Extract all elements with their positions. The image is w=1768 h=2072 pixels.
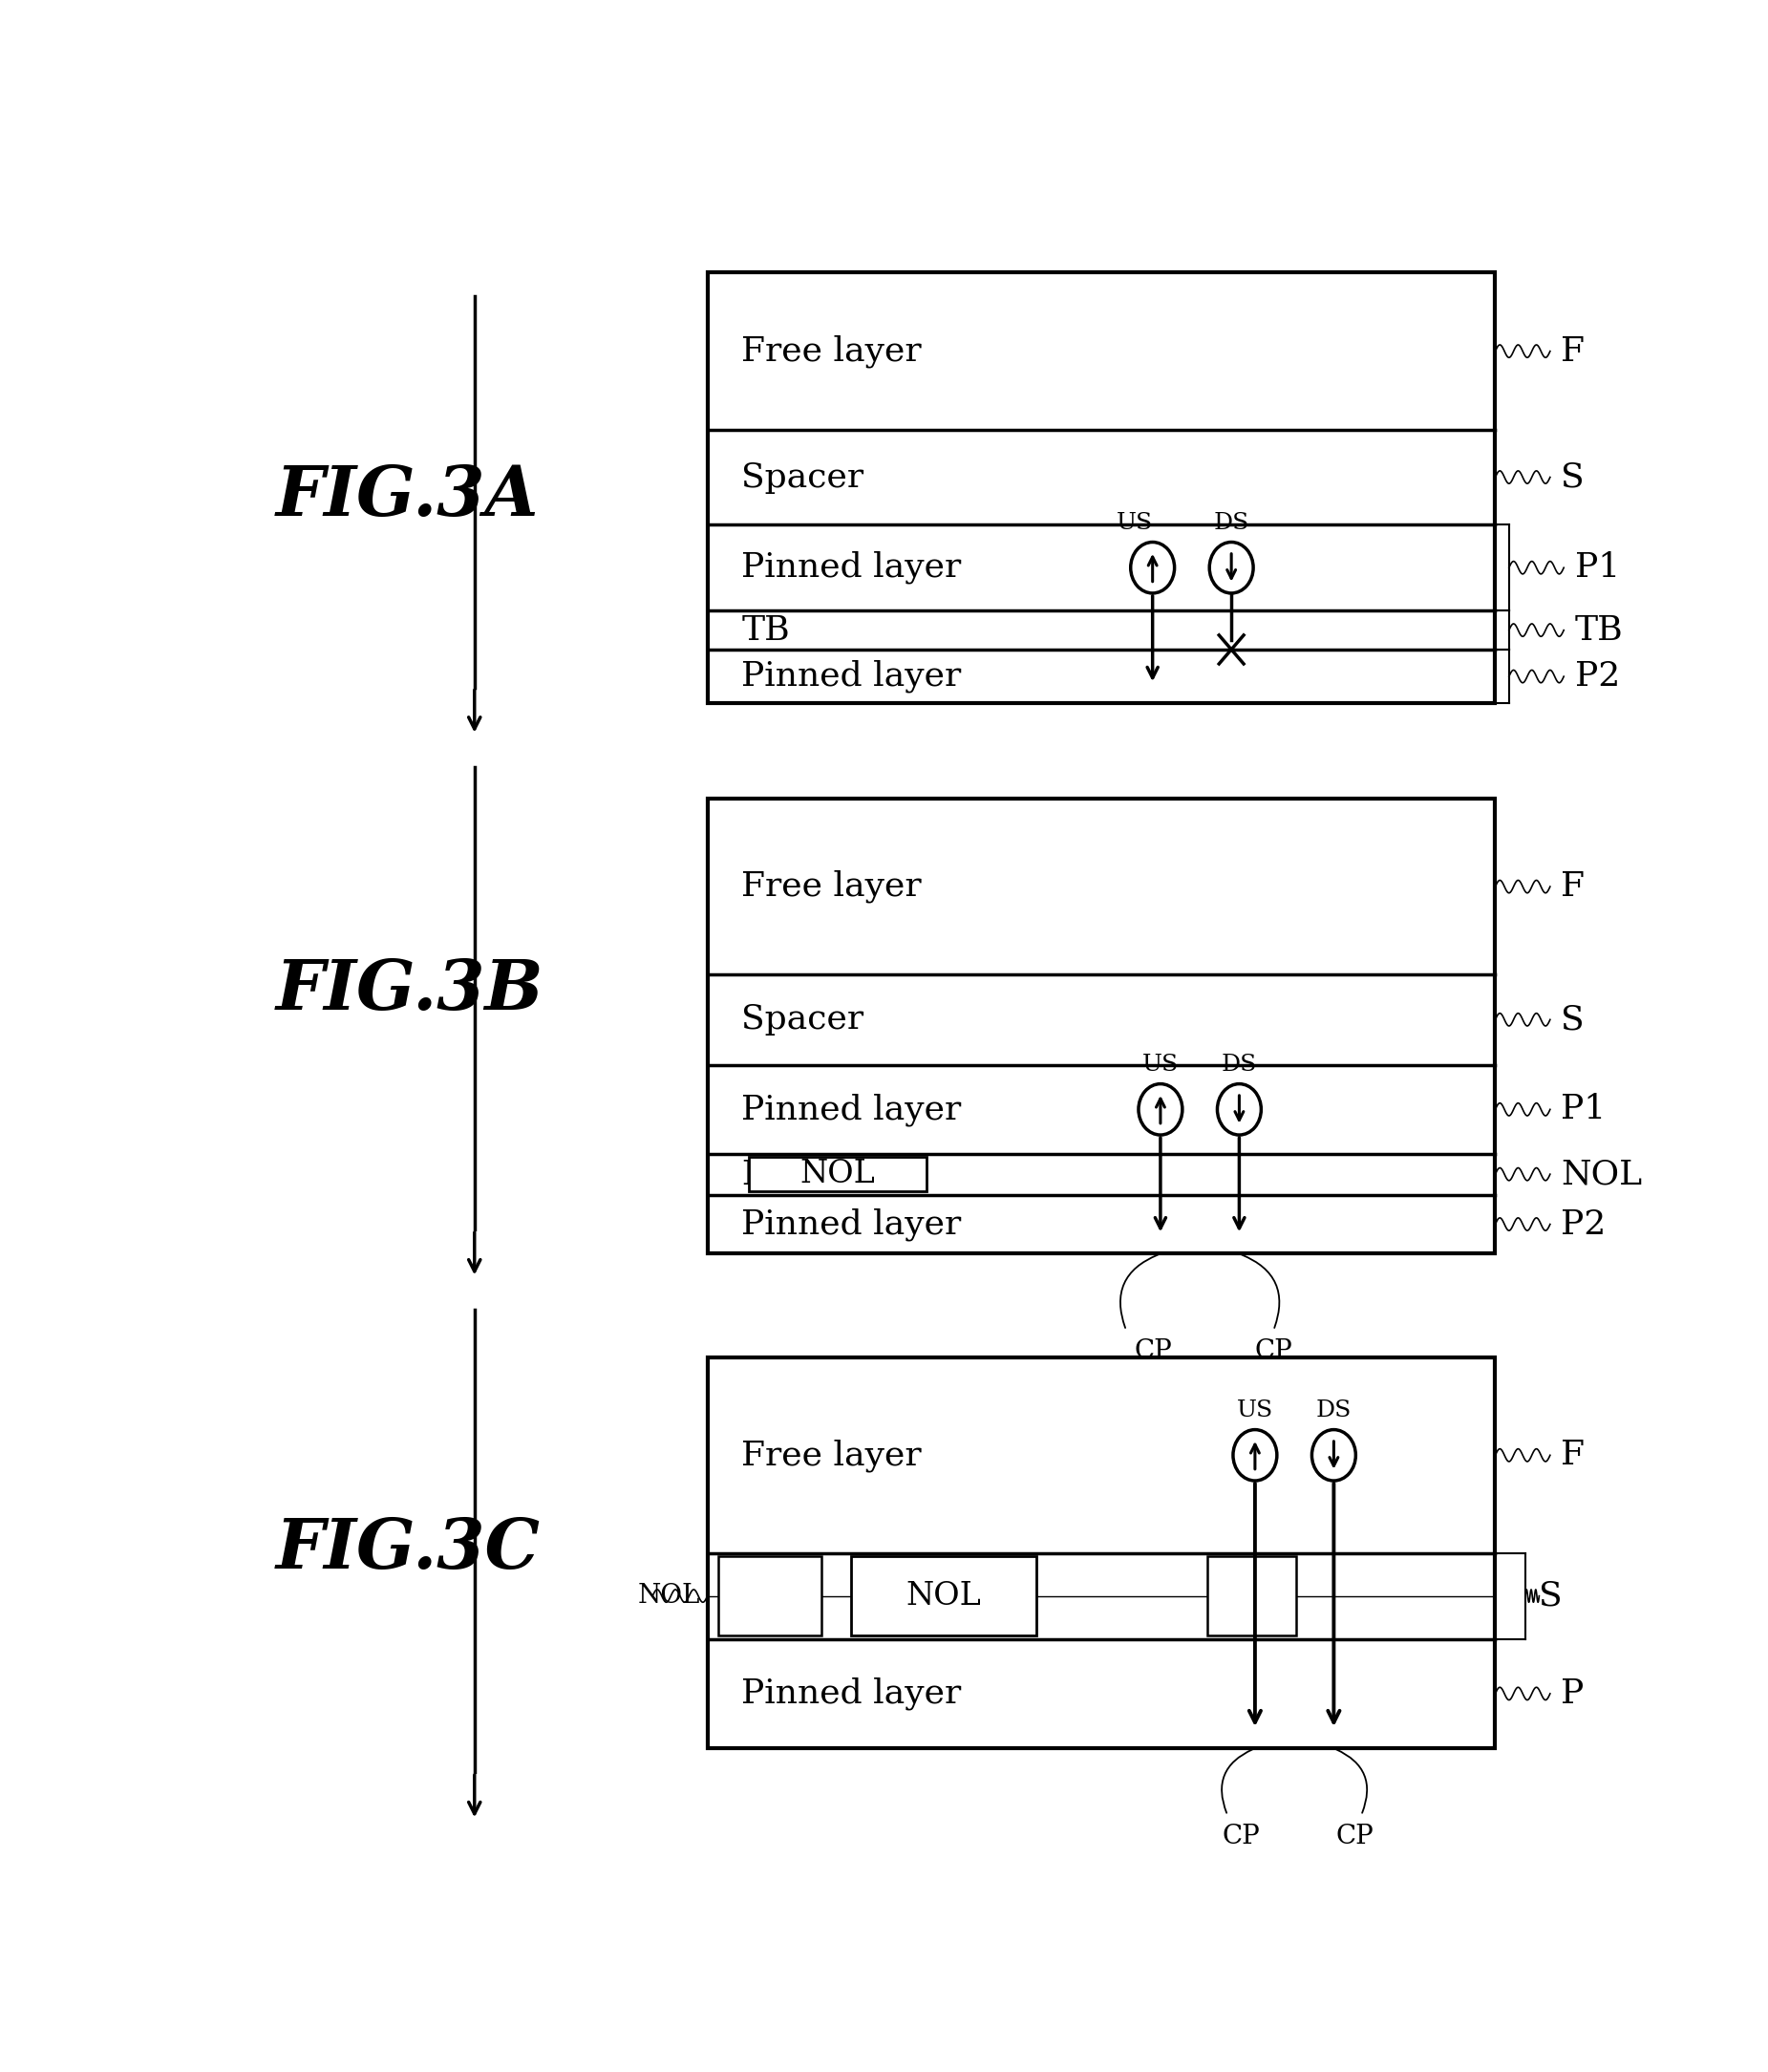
- Circle shape: [1312, 1430, 1356, 1481]
- Bar: [1208, 1556, 1296, 1635]
- Circle shape: [1209, 543, 1254, 593]
- Text: S: S: [1561, 460, 1584, 493]
- Text: CP: CP: [1222, 1823, 1261, 1848]
- Text: F: F: [1561, 1438, 1584, 1471]
- Text: Spacer: Spacer: [743, 460, 865, 493]
- Text: Spacer: Spacer: [743, 1003, 865, 1036]
- Text: Pinned layer: Pinned layer: [743, 1676, 962, 1709]
- Text: NOL: NOL: [799, 1158, 875, 1189]
- Bar: [748, 1156, 926, 1191]
- Circle shape: [1139, 1084, 1183, 1135]
- Bar: [707, 800, 1496, 1254]
- Text: NOL: NOL: [907, 1581, 981, 1612]
- Circle shape: [1132, 543, 1174, 593]
- Bar: [707, 274, 1496, 702]
- Text: F: F: [1561, 870, 1584, 903]
- Text: NOL: NOL: [743, 1158, 822, 1191]
- Text: CP: CP: [1255, 1339, 1292, 1363]
- Text: S: S: [1540, 1579, 1563, 1612]
- Text: US: US: [1142, 1055, 1179, 1075]
- Text: Pinned layer: Pinned layer: [743, 661, 962, 692]
- Text: P1: P1: [1561, 1094, 1605, 1125]
- Circle shape: [1232, 1430, 1276, 1481]
- Text: F: F: [1561, 336, 1584, 367]
- Text: P: P: [1561, 1678, 1584, 1709]
- Text: P1: P1: [1575, 551, 1619, 584]
- Text: DS: DS: [1315, 1401, 1351, 1421]
- Text: Free layer: Free layer: [743, 1438, 921, 1471]
- Text: US: US: [1116, 512, 1153, 535]
- Text: US: US: [1238, 1401, 1273, 1421]
- Text: Free layer: Free layer: [743, 336, 921, 367]
- Text: S: S: [1561, 1003, 1584, 1036]
- Text: TB: TB: [743, 613, 790, 646]
- Text: Pinned layer: Pinned layer: [743, 1208, 962, 1241]
- Text: P2: P2: [1575, 661, 1619, 692]
- Text: FIG.3C: FIG.3C: [276, 1515, 541, 1583]
- Bar: [718, 1556, 820, 1635]
- Text: CP: CP: [1135, 1339, 1172, 1363]
- Bar: [850, 1556, 1036, 1635]
- Text: FIG.3A: FIG.3A: [276, 462, 539, 530]
- Text: CP: CP: [1335, 1823, 1374, 1848]
- Text: FIG.3B: FIG.3B: [276, 957, 545, 1024]
- Text: NOL: NOL: [638, 1583, 700, 1608]
- Text: P2: P2: [1561, 1208, 1605, 1241]
- Text: TB: TB: [1575, 613, 1623, 646]
- Text: NOL: NOL: [1561, 1158, 1642, 1191]
- Text: DS: DS: [1213, 512, 1250, 535]
- Text: Pinned layer: Pinned layer: [743, 551, 962, 584]
- Text: Pinned layer: Pinned layer: [743, 1092, 962, 1125]
- Circle shape: [1218, 1084, 1261, 1135]
- Text: Free layer: Free layer: [743, 870, 921, 903]
- Bar: [707, 1357, 1496, 1749]
- Text: DS: DS: [1222, 1055, 1257, 1075]
